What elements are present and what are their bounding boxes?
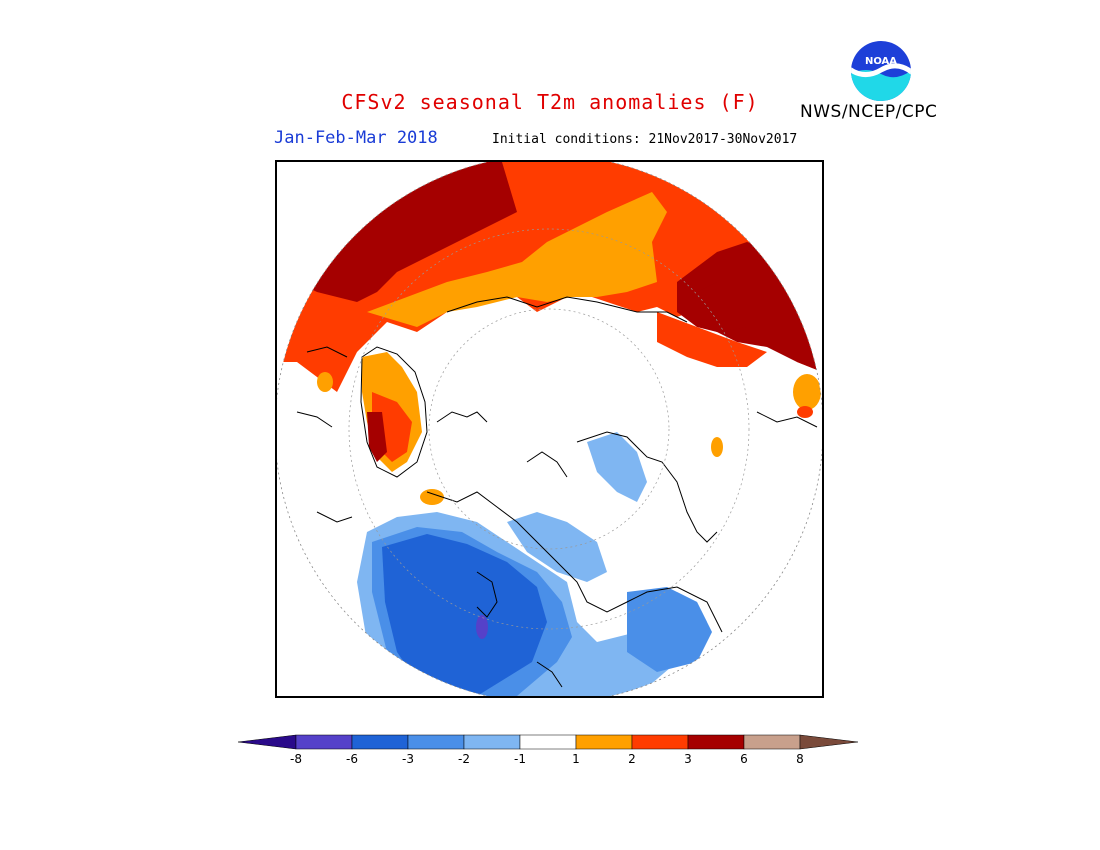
colorbar-tick-label: -2 <box>458 752 470 766</box>
colorbar-arrow-high <box>799 734 859 750</box>
graticule-circle <box>348 228 750 630</box>
map-panel <box>275 160 824 698</box>
colorbar-tick-label: -6 <box>346 752 358 766</box>
anomaly-region-greenland-6to8 <box>367 412 387 462</box>
map-title: CFSv2 seasonal T2m anomalies (F) <box>341 90 759 114</box>
coastlines <box>296 296 818 688</box>
anomaly-patch-alaska <box>420 489 444 505</box>
colorbar-box <box>351 734 409 750</box>
colorbar-arrow-low <box>238 734 297 750</box>
colorbar-tick-label: -1 <box>514 752 526 766</box>
anomaly-region-east-asia-6to8 <box>697 282 747 332</box>
graticule-circle <box>428 308 670 550</box>
agency-label: NWS/NCEP/CPC <box>800 102 938 122</box>
colorbar-box <box>295 734 353 750</box>
colorbar-tick-label: 2 <box>628 752 636 766</box>
anomaly-region-north-america-minus3to6 <box>382 534 547 696</box>
colorbar-box <box>631 734 689 750</box>
colorbar-box <box>743 734 801 750</box>
colorbar-box <box>407 734 465 750</box>
colorbar <box>238 734 859 750</box>
colorbar-tick-label: -3 <box>402 752 414 766</box>
colorbar-box <box>519 734 577 750</box>
anomaly-region-eurasia-2to3 <box>367 192 667 327</box>
colorbar-tick-label: 3 <box>684 752 692 766</box>
anomaly-region-scandinavia-minus1to2 <box>587 432 647 502</box>
period-label: Jan-Feb-Mar 2018 <box>274 128 438 148</box>
colorbar-box <box>575 734 633 750</box>
anomaly-patch-kamchatka-red <box>797 406 813 418</box>
anomaly-patch-canada-minus6to8 <box>476 615 488 639</box>
colorbar-tick-label: 6 <box>740 752 748 766</box>
logo-text: NOAA <box>865 56 897 67</box>
anomaly-region-east-siberia-3to6 <box>657 312 767 367</box>
colorbar-tick-label: 8 <box>796 752 804 766</box>
anomaly-region-arctic-archipelago-minus1to2 <box>507 512 607 582</box>
anomaly-patch-baffin <box>317 372 333 392</box>
colorbar-tick-label: 1 <box>572 752 580 766</box>
colorbar-box <box>687 734 745 750</box>
noaa-logo: NOAA <box>851 41 911 101</box>
anomaly-patch-kamchatka <box>711 437 723 457</box>
colorbar-box <box>463 734 521 750</box>
anomaly-patch-siberia-east <box>793 374 821 410</box>
polar-map <box>277 162 822 696</box>
colorbar-tick-label: -8 <box>290 752 302 766</box>
anomaly-region-east-canada-minus1to2 <box>627 587 712 672</box>
initial-conditions-label: Initial conditions: 21Nov2017-30Nov2017 <box>492 132 798 147</box>
